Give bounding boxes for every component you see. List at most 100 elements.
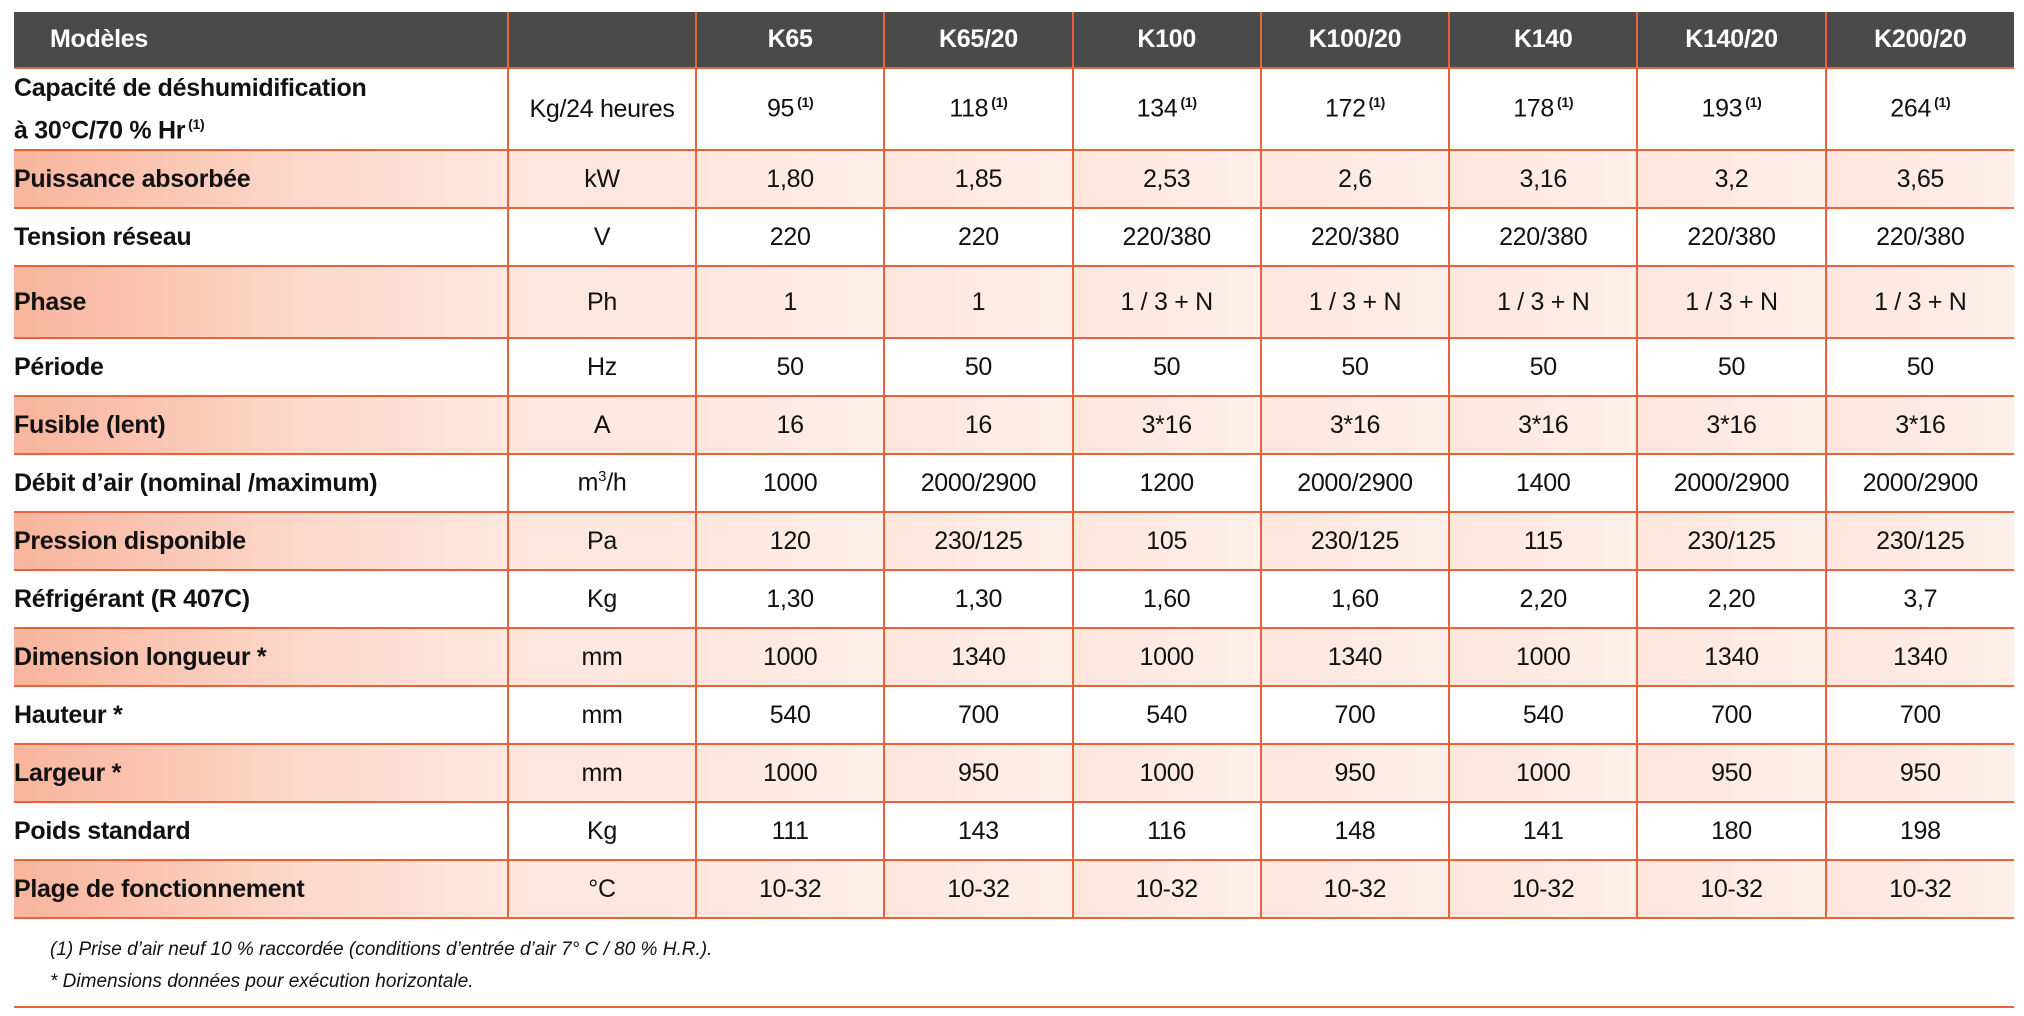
table-cell: 115 (1448, 512, 1639, 571)
header-unit-cell (507, 12, 698, 69)
row-label: Réfrigérant (R 407C) (14, 570, 510, 629)
row-label: Plage de fonctionnement (14, 860, 510, 919)
table-cell: 3,65 (1824, 150, 2014, 209)
table-cell: 950 (1259, 744, 1451, 803)
table-cell: 172 (1) (1259, 68, 1451, 151)
header-models-label: Modèles (14, 12, 510, 69)
table-cell: 1200 (1071, 454, 1262, 513)
header-model: K65 (695, 12, 886, 69)
table-cell: 10-32 (695, 860, 886, 919)
table-cell: 50 (883, 338, 1074, 397)
table-cell: 16 (695, 396, 886, 455)
table-cell: 700 (1259, 686, 1451, 745)
table-cell: 1 (883, 266, 1074, 339)
table-cell: 50 (1448, 338, 1639, 397)
table-cell: 198 (1824, 802, 2014, 861)
table-cell: 1000 (695, 454, 886, 513)
row-unit: Hz (507, 338, 698, 397)
table-cell: 1,85 (883, 150, 1074, 209)
row-plage: Plage de fonctionnement °C 10-32 10-32 1… (14, 860, 2014, 919)
table-cell: 1,60 (1071, 570, 1262, 629)
table-cell: 230/125 (1636, 512, 1827, 571)
table-cell: 2000/2900 (883, 454, 1074, 513)
row-unit: kW (507, 150, 698, 209)
row-label: Débit d’air (nominal /maximum) (14, 454, 510, 513)
table-cell: 50 (1824, 338, 2014, 397)
specifications-table: Modèles K65 K65/20 K100 K100/20 K140 K14… (14, 12, 2014, 919)
table-cell: 180 (1636, 802, 1827, 861)
table-cell: 540 (695, 686, 886, 745)
header-model: K65/20 (883, 12, 1074, 69)
row-label-line2: à 30°C/70 % Hr (14, 116, 186, 145)
table-cell: 2,20 (1448, 570, 1639, 629)
row-label: Puissance absorbée (14, 150, 510, 209)
table-cell: 700 (1636, 686, 1827, 745)
footnotes: (1) Prise d’air neuf 10 % raccordée (con… (50, 934, 712, 998)
row-label: Fusible (lent) (14, 396, 510, 455)
row-unit: Ph (507, 266, 698, 339)
table-cell: 178 (1) (1448, 68, 1639, 151)
table-cell: 50 (1636, 338, 1827, 397)
table-cell: 1340 (1259, 628, 1451, 687)
header-model: K140/20 (1636, 12, 1827, 69)
table-cell: 134 (1) (1071, 68, 1262, 151)
spec-sheet: Modèles K65 K65/20 K100 K100/20 K140 K14… (14, 12, 2014, 919)
table-cell: 95 (1) (695, 68, 886, 151)
header-model: K200/20 (1824, 12, 2014, 69)
row-label-note: (1) (188, 115, 205, 132)
row-hauteur: Hauteur * mm 540 700 540 700 540 700 700 (14, 686, 2014, 745)
table-cell: 3*16 (1636, 396, 1827, 455)
table-cell: 3*16 (1071, 396, 1262, 455)
table-cell: 220 (883, 208, 1074, 267)
table-cell: 1000 (1448, 628, 1639, 687)
table-cell: 1,60 (1259, 570, 1451, 629)
table-cell: 50 (695, 338, 886, 397)
table-cell: 10-32 (1071, 860, 1262, 919)
table-cell: 3,16 (1448, 150, 1639, 209)
row-unit: mm (507, 744, 698, 803)
table-cell: 220/380 (1259, 208, 1451, 267)
row-label: Pression disponible (14, 512, 510, 571)
table-cell: 118 (1) (883, 68, 1074, 151)
row-unit: Pa (507, 512, 698, 571)
table-cell: 230/125 (1259, 512, 1451, 571)
table-cell: 1000 (1448, 744, 1639, 803)
table-cell: 540 (1448, 686, 1639, 745)
row-unit: °C (507, 860, 698, 919)
table-cell: 1 / 3 + N (1824, 266, 2014, 339)
footnote-1: (1) Prise d’air neuf 10 % raccordée (con… (50, 939, 713, 960)
table-cell: 1400 (1448, 454, 1639, 513)
table-cell: 10-32 (1824, 860, 2014, 919)
table-cell: 1340 (1824, 628, 2014, 687)
table-cell: 950 (883, 744, 1074, 803)
table-cell: 193 (1) (1636, 68, 1827, 151)
table-cell: 3*16 (1259, 396, 1451, 455)
table-cell: 1340 (1636, 628, 1827, 687)
table-cell: 50 (1071, 338, 1262, 397)
table-cell: 1 (695, 266, 886, 339)
header-model: K100/20 (1259, 12, 1451, 69)
row-longueur: Dimension longueur * mm 1000 1340 1000 1… (14, 628, 2014, 687)
table-cell: 2000/2900 (1259, 454, 1451, 513)
table-cell: 10-32 (1636, 860, 1827, 919)
row-unit: Kg (507, 802, 698, 861)
table-cell: 1000 (1071, 744, 1262, 803)
header-model: K100 (1071, 12, 1262, 69)
table-cell: 1 / 3 + N (1448, 266, 1639, 339)
row-unit: A (507, 396, 698, 455)
row-unit: m3/h (507, 454, 698, 513)
row-phase: Phase Ph 1 1 1 / 3 + N 1 / 3 + N 1 / 3 +… (14, 266, 2014, 339)
table-cell: 230/125 (883, 512, 1074, 571)
table-cell: 1000 (1071, 628, 1262, 687)
table-cell: 950 (1636, 744, 1827, 803)
table-cell: 1000 (695, 628, 886, 687)
table-cell: 111 (695, 802, 886, 861)
table-cell: 2,20 (1636, 570, 1827, 629)
table-cell: 264 (1) (1824, 68, 2014, 151)
row-fusible: Fusible (lent) A 16 16 3*16 3*16 3*16 3*… (14, 396, 2014, 455)
footnote-2: * Dimensions données pour exécution hori… (50, 971, 474, 992)
table-cell: 230/125 (1824, 512, 2014, 571)
table-cell: 1340 (883, 628, 1074, 687)
row-label: Dimension longueur * (14, 628, 510, 687)
table-cell: 2,53 (1071, 150, 1262, 209)
